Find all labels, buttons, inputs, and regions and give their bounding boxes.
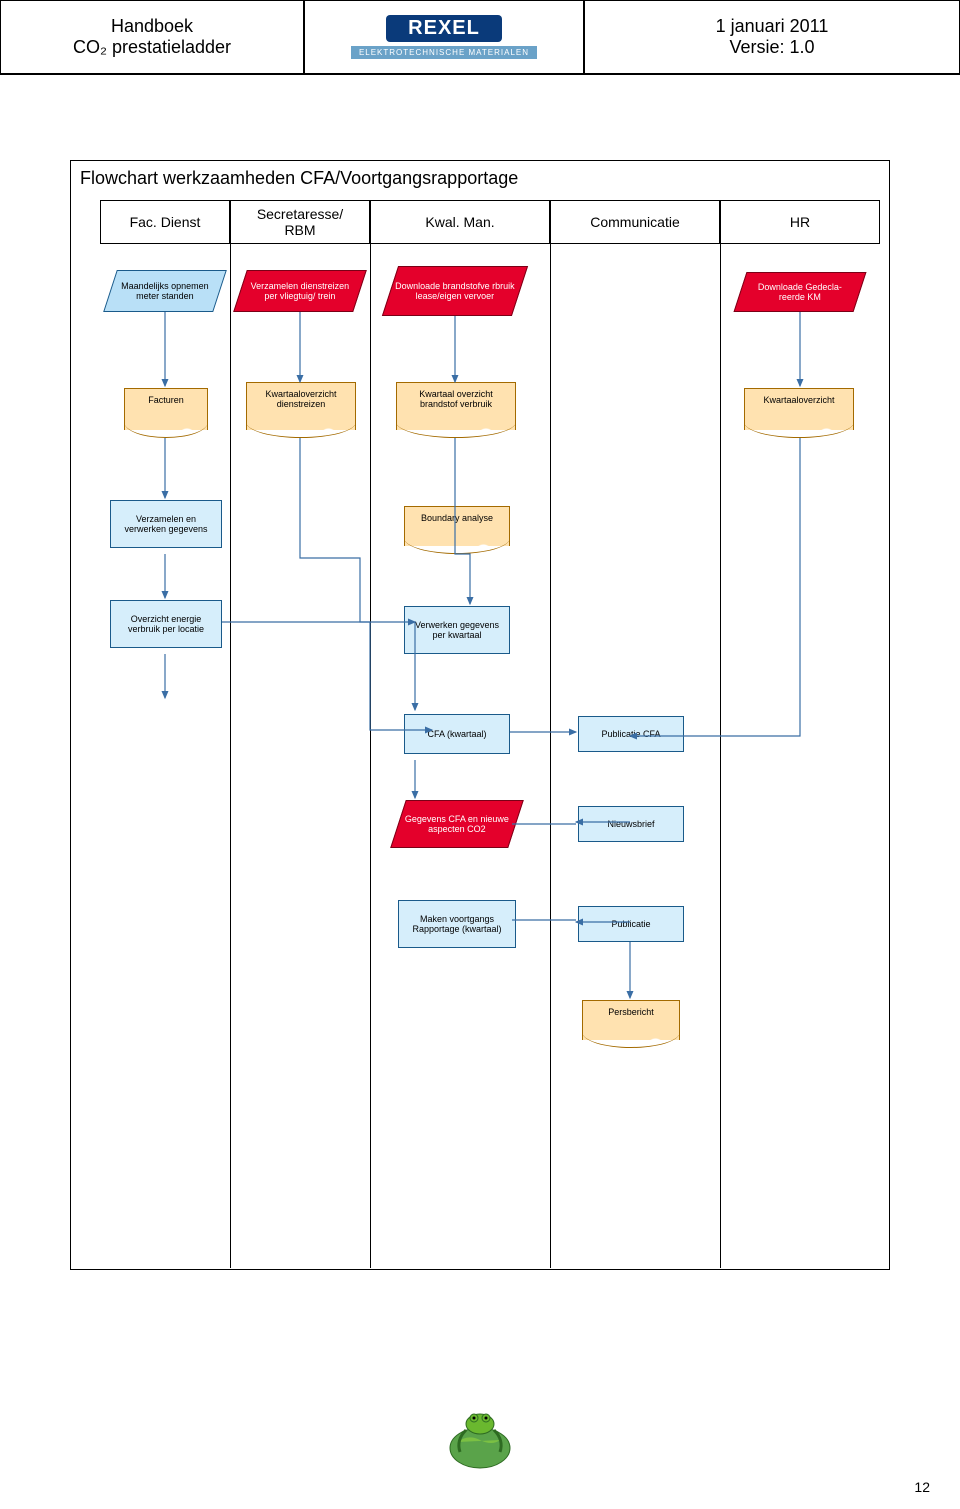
flowchart-p4: CFA (kwartaal)	[404, 714, 510, 754]
lane-head-rbm: Secretaresse/RBM	[230, 200, 370, 244]
header-left-line1: Handboek	[111, 16, 193, 37]
lane-divider	[720, 244, 721, 1268]
rexel-logo: REXEL	[386, 15, 502, 42]
page-number: 12	[914, 1479, 930, 1495]
flowchart-p5: Publicatie CFA	[578, 716, 684, 752]
header-version: Versie: 1.0	[729, 37, 814, 58]
flowchart-s1: Maandelijks opnemen meter standen	[103, 270, 227, 312]
flowchart-d2: Kwartaaloverzicht dienstreizen	[246, 382, 356, 430]
flowchart-p8: Publicatie	[578, 906, 684, 942]
flowchart-title: Flowchart werkzaamheden CFA/Voortgangsra…	[80, 168, 518, 189]
lane-head-comm: Communicatie	[550, 200, 720, 244]
header-logo-cell: REXEL ELEKTROTECHNISCHE MATERIALEN	[304, 0, 584, 74]
flowchart-d6: Persbericht	[582, 1000, 680, 1040]
flowchart-d1: Facturen	[124, 388, 208, 430]
footer-globe-frog-icon	[430, 1390, 530, 1470]
lane-head-hr: HR	[720, 200, 880, 244]
header-date: 1 januari 2011	[716, 16, 829, 37]
flowchart-p1: Verzamelen en verwerken gegevens	[110, 500, 222, 548]
flowchart-s3: Downloade brandstofve rbruik lease/eigen…	[382, 266, 528, 316]
flowchart-s5: Gegevens CFA en nieuwe aspecten CO2	[390, 800, 524, 848]
flowchart-d4: Kwartaaloverzicht	[744, 388, 854, 430]
flowchart-d3: Kwartaal overzicht brandstof verbruik	[396, 382, 516, 430]
header-right: 1 januari 2011 Versie: 1.0	[584, 0, 960, 74]
flowchart-p7: Maken voortgangs Rapportage (kwartaal)	[398, 900, 516, 948]
flowchart-s2: Verzamelen dienstreizen per vliegtuig/ t…	[233, 270, 367, 312]
page-header: Handboek CO₂ prestatieladder REXEL ELEKT…	[0, 0, 960, 75]
flowchart-d5: Boundary analyse	[404, 506, 510, 546]
flowchart-p2: Overzicht energie verbruik per locatie	[110, 600, 222, 648]
flowchart-s4: Downloade Gedecla- reerde KM	[734, 272, 867, 312]
flowchart-p6: Nieuwsbrief	[578, 806, 684, 842]
header-left-line2: CO₂ prestatieladder	[73, 37, 231, 58]
page: Handboek CO₂ prestatieladder REXEL ELEKT…	[0, 0, 960, 1509]
lane-head-kwal: Kwal. Man.	[370, 200, 550, 244]
lane-divider	[550, 244, 551, 1268]
lane-head-dienst: Fac. Dienst	[100, 200, 230, 244]
flowchart-p3: Verwerken gegevens per kwartaal	[404, 606, 510, 654]
lane-divider	[230, 244, 231, 1268]
rexel-logo-sub: ELEKTROTECHNISCHE MATERIALEN	[351, 46, 537, 59]
lane-divider	[370, 244, 371, 1268]
header-left: Handboek CO₂ prestatieladder	[0, 0, 304, 74]
